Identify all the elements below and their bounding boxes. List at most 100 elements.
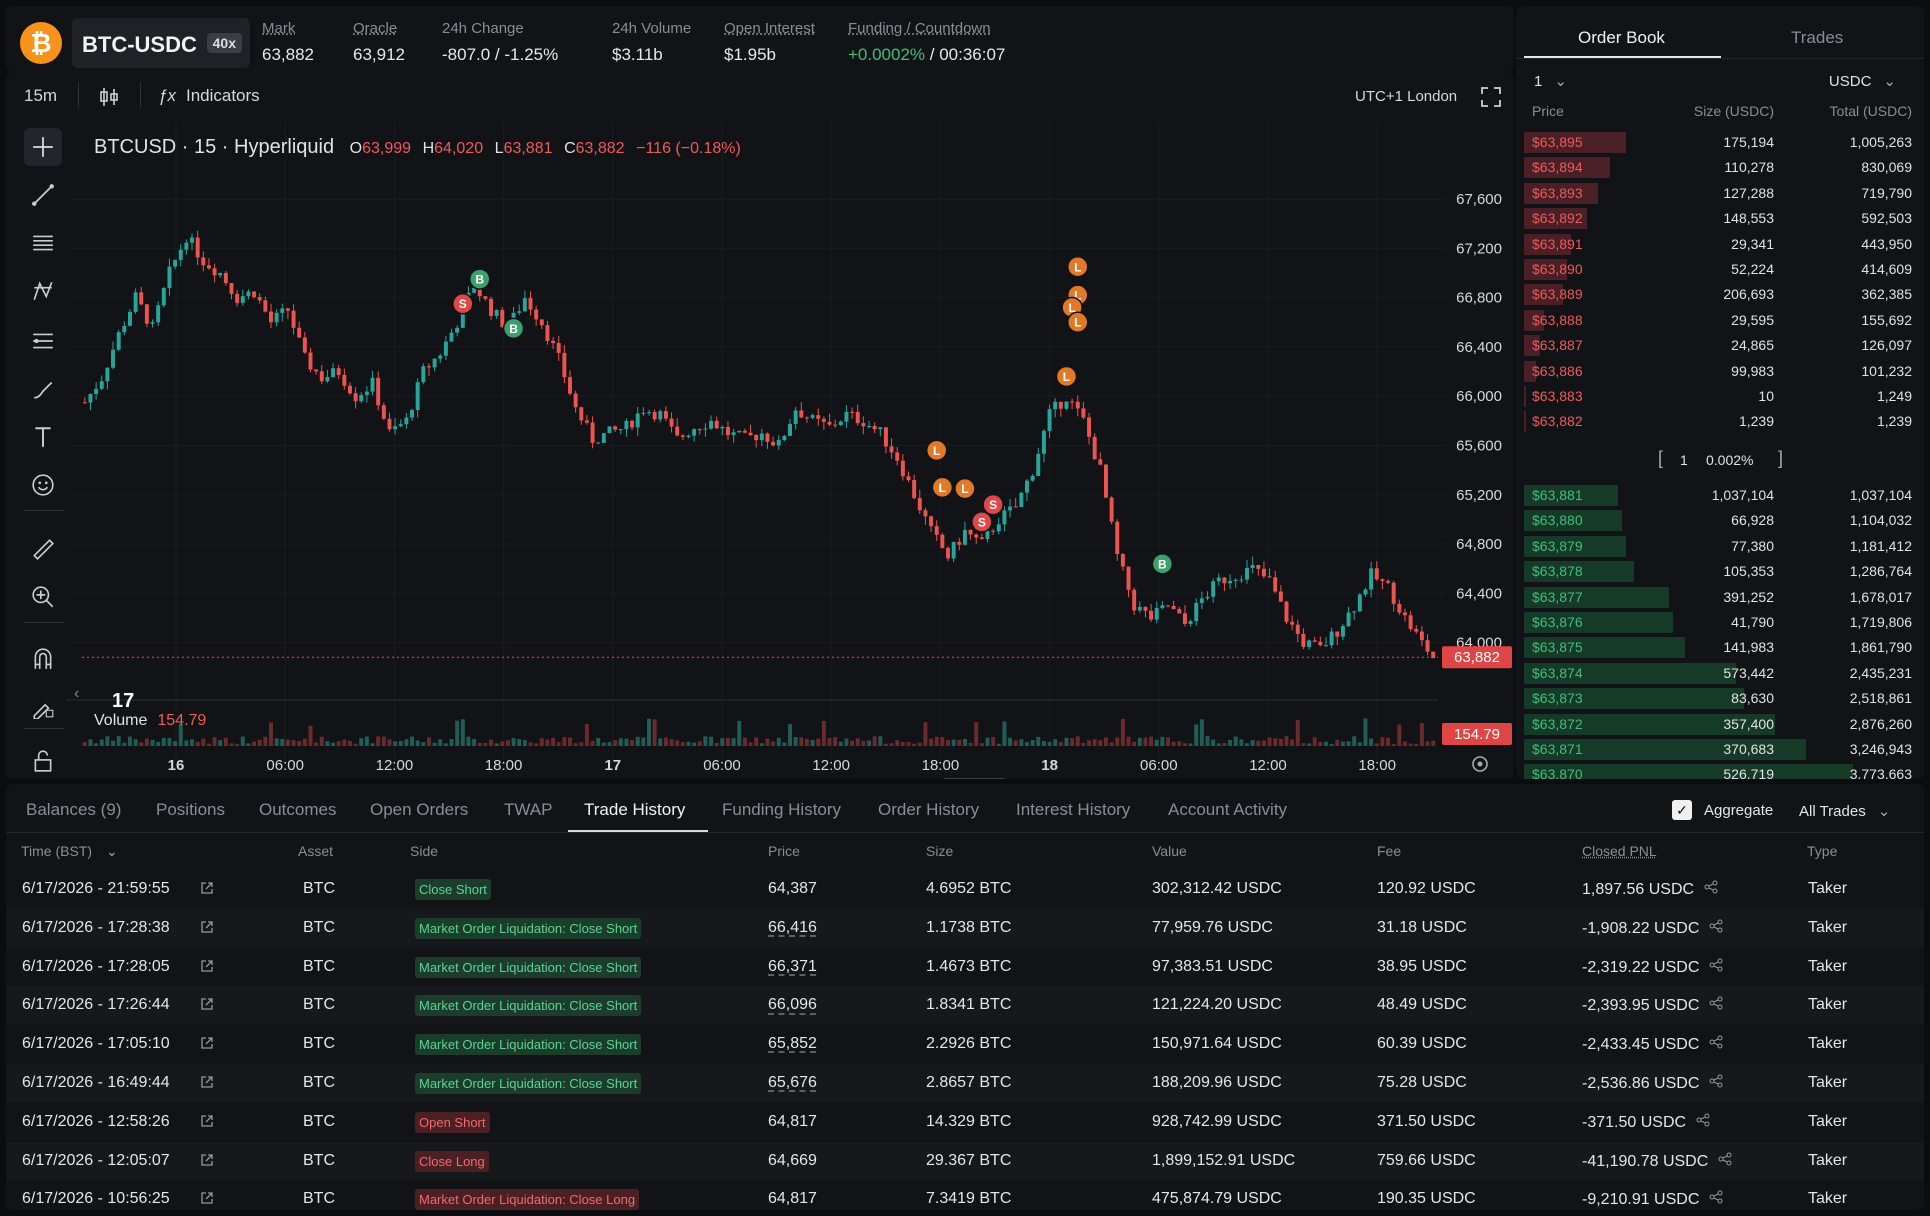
ask-row[interactable]: $63,891 29,341 443,950 (1516, 232, 1924, 257)
indicators-button[interactable]: ƒx Indicators (158, 86, 260, 106)
share-icon[interactable] (1696, 1113, 1710, 1131)
external-link-icon[interactable] (200, 959, 214, 978)
share-icon[interactable] (1709, 1074, 1723, 1092)
precision-select[interactable]: 1 ⌄ (1534, 72, 1567, 90)
brush-icon[interactable] (24, 370, 62, 408)
ask-row[interactable]: $63,887 24,865 126,097 (1516, 333, 1924, 358)
trade-row[interactable]: 6/17/2026 - 12:58:26 BTC Open Short 64,817 1… (6, 1103, 1924, 1141)
external-link-icon[interactable] (200, 1114, 214, 1133)
column-header-time-bst[interactable]: Time (BST) (21, 843, 93, 859)
bid-row[interactable]: $63,873 83,630 2,518,861 (1516, 686, 1924, 711)
magnet-icon[interactable] (24, 640, 62, 678)
tab-interest-history[interactable]: Interest History (1016, 800, 1131, 819)
tab-trade-history[interactable]: Trade History (584, 800, 686, 819)
chevron-down-icon[interactable]: ⌄ (106, 843, 118, 859)
candle (1386, 579, 1391, 585)
tab-trades[interactable]: Trades (1791, 28, 1844, 47)
unlock-icon[interactable] (24, 742, 62, 779)
ask-row[interactable]: $63,892 148,553 592,503 (1516, 206, 1924, 231)
ruler-icon[interactable] (24, 530, 62, 568)
external-link-icon[interactable] (200, 920, 214, 939)
zoom-in-icon[interactable] (24, 578, 62, 616)
candle-type-icon[interactable] (98, 86, 120, 113)
lock-drawing-icon[interactable] (24, 688, 62, 726)
external-link-icon[interactable] (200, 997, 214, 1016)
trade-row[interactable]: 6/17/2026 - 12:05:07 BTC Close Long 64,669 2… (6, 1141, 1924, 1180)
trend-line-icon[interactable] (24, 176, 62, 214)
crosshair-icon[interactable] (24, 128, 62, 166)
aggregate-checkbox[interactable]: ✓ (1672, 800, 1692, 820)
share-icon[interactable] (1709, 1190, 1723, 1208)
trade-row[interactable]: 6/17/2026 - 16:49:44 BTC Market Order Liqu… (6, 1064, 1924, 1102)
bid-row[interactable]: $63,876 41,790 1,719,806 (1516, 610, 1924, 635)
external-link-icon[interactable] (200, 1036, 214, 1055)
ask-row[interactable]: $63,893 127,288 719,790 (1516, 181, 1924, 206)
ask-row[interactable]: $63,886 99,983 101,232 (1516, 359, 1924, 384)
ask-row[interactable]: $63,882 1,239 1,239 (1516, 409, 1924, 434)
external-link-icon[interactable] (200, 1075, 214, 1094)
pattern-icon[interactable] (24, 272, 62, 310)
external-link-icon[interactable] (200, 1153, 214, 1172)
candle (692, 428, 697, 442)
leverage-badge[interactable]: 40x (206, 33, 242, 53)
tab-funding-history[interactable]: Funding History (722, 800, 842, 819)
ask-total: 1,005,263 (1849, 134, 1912, 150)
ask-row[interactable]: $63,888 29,595 155,692 (1516, 308, 1924, 333)
timezone-label[interactable]: UTC+1 London (1355, 88, 1458, 105)
bid-row[interactable]: $63,875 141,983 1,861,790 (1516, 635, 1924, 660)
interval-button[interactable]: 15m (24, 86, 58, 105)
trade-row[interactable]: 6/17/2026 - 17:05:10 BTC Market Order Liqu… (6, 1025, 1924, 1063)
tab-order-history[interactable]: Order History (878, 800, 980, 819)
column-header-type: Type (1807, 843, 1838, 859)
share-icon[interactable] (1709, 919, 1723, 937)
fullscreen-icon[interactable] (1480, 86, 1502, 113)
candle (946, 546, 950, 562)
bid-row[interactable]: $63,879 77,380 1,181,412 (1516, 534, 1924, 559)
trade-row[interactable]: 6/17/2026 - 10:56:25 BTC Market Order Liqu… (6, 1180, 1924, 1210)
horizontal-lines-icon[interactable] (24, 224, 62, 262)
ask-row[interactable]: $63,890 52,224 414,609 (1516, 257, 1924, 282)
bid-row[interactable]: $63,880 66,928 1,104,032 (1516, 508, 1924, 533)
trade-closed-pnl: -1,908.22 USDC (1582, 919, 1723, 938)
share-icon[interactable] (1704, 880, 1718, 898)
ask-row[interactable]: $63,894 110,278 830,069 (1516, 155, 1924, 180)
bid-row[interactable]: $63,871 370,683 3,246,943 (1516, 737, 1924, 762)
bid-row[interactable]: $63,877 391,252 1,678,017 (1516, 585, 1924, 610)
candle (979, 533, 984, 540)
share-icon[interactable] (1709, 1035, 1723, 1053)
bid-row[interactable]: $63,881 1,037,104 1,037,104 (1516, 483, 1924, 508)
volume-bar (1380, 737, 1385, 746)
bid-row[interactable]: $63,870 526,719 3,773,663 (1516, 762, 1924, 779)
trade-row[interactable]: 6/17/2026 - 21:59:55 BTC Close Short 64,387… (6, 870, 1924, 908)
emoji-icon[interactable] (24, 466, 62, 504)
market-selector[interactable]: BTC-USDC 40x (72, 18, 250, 68)
tab-open-orders[interactable]: Open Orders (370, 800, 469, 819)
trade-row[interactable]: 6/17/2026 - 17:28:38 BTC Market Order Liqu… (6, 908, 1924, 947)
ask-row[interactable]: $63,889 206,693 362,385 (1516, 282, 1924, 307)
external-link-icon[interactable] (200, 1191, 214, 1210)
chart-settings-icon[interactable] (1472, 756, 1488, 772)
tab-balances-9[interactable]: Balances (9) (26, 800, 122, 819)
bid-row[interactable]: $63,874 573,442 2,435,231 (1516, 661, 1924, 686)
tab-account-activity[interactable]: Account Activity (1168, 800, 1288, 819)
share-icon[interactable] (1709, 996, 1723, 1014)
text-icon[interactable] (24, 418, 62, 456)
tab-positions[interactable]: Positions (156, 800, 225, 819)
ask-row[interactable]: $63,883 10 1,249 (1516, 384, 1924, 409)
bid-row[interactable]: $63,872 357,400 2,876,260 (1516, 712, 1924, 737)
tab-order-book[interactable]: Order Book (1578, 28, 1665, 47)
fib-icon[interactable] (24, 322, 62, 360)
trade-row[interactable]: 6/17/2026 - 17:26:44 BTC Market Order Liqu… (6, 986, 1924, 1025)
share-icon[interactable] (1709, 958, 1723, 976)
currency-select[interactable]: USDC ⌄ (1829, 72, 1896, 90)
external-link-icon[interactable] (200, 881, 214, 900)
bid-row[interactable]: $63,878 105,353 1,286,764 (1516, 559, 1924, 584)
share-icon[interactable] (1718, 1152, 1732, 1170)
trade-row[interactable]: 6/17/2026 - 17:28:05 BTC Market Order Liqu… (6, 948, 1924, 986)
tab-twap[interactable]: TWAP (504, 800, 553, 819)
candle (342, 368, 347, 390)
trade-filter-select[interactable]: All Trades ⌄ (1799, 802, 1890, 820)
ask-row[interactable]: $63,895 175,194 1,005,263 (1516, 130, 1924, 155)
tab-outcomes[interactable]: Outcomes (259, 800, 337, 819)
